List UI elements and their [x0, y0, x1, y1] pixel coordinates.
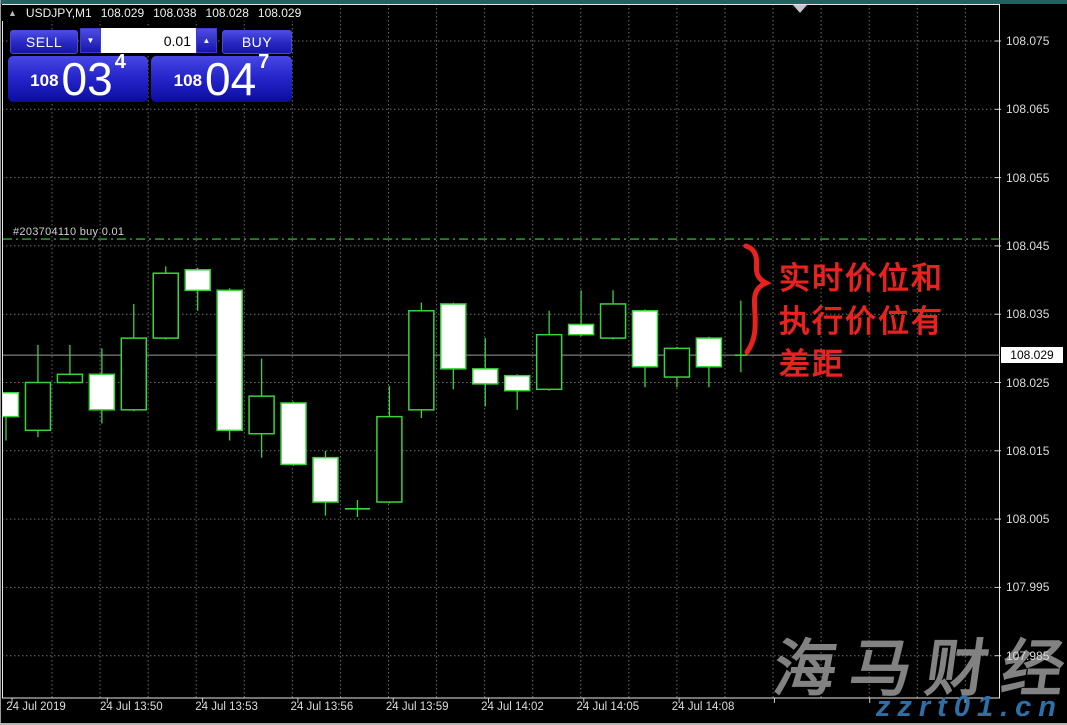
sell-quote-panel[interactable]: 108 03 4 — [8, 51, 148, 105]
annotation-text-line3: 差距 — [779, 347, 845, 382]
window-top-edge — [0, 0, 1067, 4]
volume-increase-button[interactable]: ▲ — [196, 28, 217, 53]
candle-body — [599, 303, 627, 339]
candle-body — [248, 395, 275, 435]
window-bottom-edge — [0, 723, 1067, 725]
candle-body — [663, 347, 691, 378]
price-axis-label: 108.035 — [1006, 307, 1050, 322]
candle-body — [88, 373, 116, 411]
price-axis-label: 108.005 — [1006, 512, 1050, 527]
price-axis-label: 108.075 — [1006, 34, 1050, 48]
candle-body — [3, 391, 20, 418]
candle-body — [503, 374, 531, 392]
candle-body — [695, 337, 723, 368]
annotation-text-line1: 实时价位和 — [779, 261, 944, 296]
volume-spinner: ▼ ▲ — [79, 27, 218, 54]
candle-body — [280, 402, 307, 466]
buy-button[interactable]: BUY — [222, 30, 292, 54]
buy-price-prefix: 108 — [173, 71, 203, 90]
time-axis-label: 24 Jul 13:53 — [195, 701, 258, 713]
price-axis-label: 108.025 — [1006, 375, 1050, 390]
candles-layer — [3, 266, 747, 518]
quote-close: 108.029 — [257, 6, 302, 20]
one-click-panel-collapse-icon[interactable]: ▲ — [8, 8, 17, 18]
price-axis-label: 108.015 — [1006, 443, 1050, 458]
chart-ohlc-header: ▲ USDJPY,M1 108.029 108.038 108.028 108.… — [2, 5, 321, 21]
time-axis-label: 24 Jul 14:05 — [576, 701, 640, 713]
open-order-label: #203704110 buy 0.01 — [13, 226, 125, 238]
candle-body — [631, 310, 659, 368]
candle-body — [152, 272, 179, 339]
buy-price-big: 04 — [205, 53, 257, 105]
candle-body — [312, 456, 339, 503]
candle-body — [535, 333, 563, 391]
price-axis-label: 108.045 — [1006, 238, 1050, 253]
time-axis: 24 Jul 2019 24 Jul 13:50 24 Jul 13:53 24 Ju… — [0, 701, 1067, 721]
watermark-site-url: zzrt01.cn — [875, 691, 1063, 723]
time-axis-label: 24 Jul 13:56 — [290, 701, 354, 713]
volume-input[interactable] — [101, 28, 196, 53]
sell-price-prefix: 108 — [30, 71, 59, 90]
price-axis-label: 108.065 — [1006, 102, 1050, 117]
candle-body — [24, 381, 52, 432]
time-axis-label: 24 Jul 14:02 — [481, 701, 544, 713]
candle-body — [440, 303, 467, 370]
price-axis-label: 107.985 — [1006, 648, 1050, 663]
volume-decrease-button[interactable]: ▼ — [80, 28, 101, 53]
time-axis-label: 24 Jul 2019 — [6, 701, 66, 713]
candle-body — [408, 310, 435, 411]
chart-border — [2, 4, 1000, 699]
quote-low: 108.028 — [205, 6, 249, 20]
symbol-period-label: USDJPY,M1 — [25, 6, 92, 20]
candle-body — [120, 337, 148, 411]
candle-body — [216, 289, 243, 432]
candle-body — [567, 323, 595, 336]
candle-body — [376, 415, 403, 503]
window-left-edge — [0, 0, 1, 725]
time-axis-label: 24 Jul 13:50 — [99, 701, 163, 713]
sell-price-big: 03 — [61, 53, 113, 105]
price-axis: 108.075 108.065 108.055 108.045 108.035 108.0… — [1006, 0, 1066, 725]
one-click-trade-panel: SELL ▼ ▲ BUY 108 03 4 108 04 7 — [8, 27, 292, 103]
chart-shift-marker-icon — [793, 5, 807, 13]
candle-body — [184, 269, 211, 292]
time-axis-label: 24 Jul 13:59 — [385, 701, 449, 713]
time-axis-label: 24 Jul 14:08 — [671, 701, 735, 713]
quote-open: 108.029 — [100, 6, 145, 20]
annotation-brace — [743, 243, 772, 355]
sell-button[interactable]: SELL — [10, 30, 78, 54]
price-axis-label: 108.055 — [1006, 170, 1050, 185]
price-axis-label: 107.995 — [1006, 580, 1050, 595]
current-price-badge: 108.029 — [1001, 347, 1063, 364]
sell-price-pip: 4 — [114, 51, 126, 73]
candle-body — [56, 373, 84, 384]
buy-price-pip: 7 — [258, 51, 270, 73]
quote-high: 108.038 — [153, 6, 197, 20]
candle-body — [472, 368, 499, 385]
annotation-text-line2: 执行价位有 — [779, 304, 944, 339]
buy-quote-panel[interactable]: 108 04 7 — [151, 51, 292, 105]
